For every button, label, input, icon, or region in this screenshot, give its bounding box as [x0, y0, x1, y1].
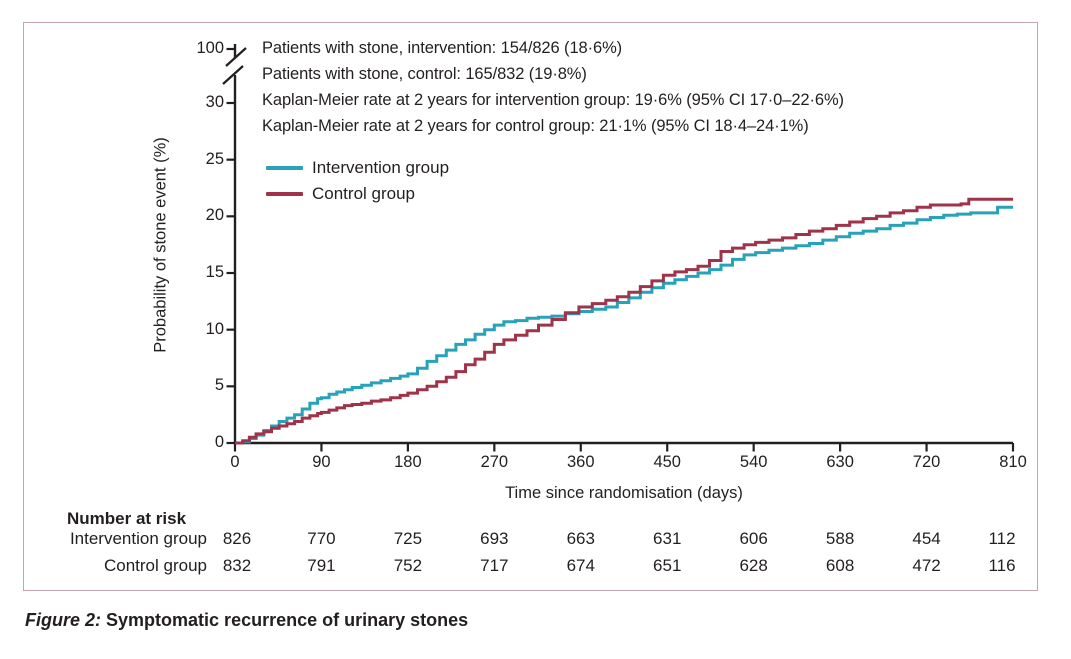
risk-value: 606	[739, 529, 768, 548]
risk-value: 663	[566, 529, 595, 548]
legend-swatch-intervention	[266, 166, 303, 170]
risk-value: 116	[988, 556, 1016, 575]
annotation-line: Kaplan-Meier rate at 2 years for interve…	[262, 91, 844, 109]
caption-figure-number: Figure 2:	[25, 610, 102, 630]
legend-swatch-control	[266, 191, 303, 196]
risk-row-label: Control group	[103, 556, 207, 575]
caption-title: Symptomatic recurrence of urinary stones	[106, 610, 469, 630]
x-axis-title: Time since randomisation (days)	[505, 484, 743, 502]
risk-value: 725	[393, 529, 423, 548]
x-tick-label: 450	[653, 453, 681, 471]
y-tick-label: 25	[205, 149, 224, 168]
legend-label-intervention: Intervention group	[312, 158, 450, 177]
number-at-risk-heading: Number at risk	[67, 509, 187, 528]
y-tick-label: 0	[214, 433, 224, 451]
y-tick-label: 5	[214, 376, 224, 395]
risk-value: 717	[480, 556, 509, 575]
x-tick-label: 630	[826, 453, 854, 471]
y-tick-label: 20	[205, 206, 224, 225]
figure-caption: Figure 2: Symptomatic recurrence of urin…	[25, 610, 468, 631]
risk-value: 112	[988, 529, 1016, 548]
x-tick-label: 90	[312, 453, 331, 471]
risk-value: 631	[653, 529, 682, 548]
risk-value: 674	[566, 556, 595, 575]
y-tick-label: 15	[205, 263, 224, 281]
y-axis-title: Probability of stone event (%)	[151, 137, 170, 353]
axis-break-slash	[222, 65, 244, 85]
risk-value: 608	[825, 556, 855, 575]
risk-value: 628	[739, 556, 768, 575]
risk-value: 832	[222, 556, 252, 575]
x-tick-label: 0	[230, 453, 240, 471]
risk-row-label: Intervention group	[69, 529, 207, 548]
risk-value: 770	[307, 529, 336, 548]
y-tick-label: 10	[205, 319, 224, 338]
risk-value: 454	[912, 529, 941, 548]
y-tick-label: 30	[205, 93, 224, 111]
risk-value: 791	[307, 556, 336, 575]
x-tick-label: 180	[394, 453, 422, 471]
y-tick-label-break-upper: 100	[196, 39, 224, 57]
km-curve-intervention	[235, 205, 1013, 445]
annotation-line: Patients with stone, intervention: 154/8…	[262, 39, 623, 57]
x-tick-label: 360	[567, 453, 595, 471]
risk-value: 472	[912, 556, 941, 575]
risk-value: 752	[393, 556, 423, 575]
legend-label-control: Control group	[312, 183, 416, 203]
x-tick-label: 540	[739, 453, 768, 471]
annotation-line: Patients with stone, control: 165/832 (1…	[262, 65, 587, 83]
risk-value: 693	[480, 529, 509, 548]
km-curve-control	[235, 197, 1013, 445]
axis-break-slash	[225, 47, 247, 67]
risk-value: 588	[825, 529, 855, 548]
x-tick-label: 270	[480, 453, 509, 471]
annotation-line: Kaplan-Meier rate at 2 years for control…	[262, 117, 809, 135]
x-tick-label: 720	[912, 453, 941, 471]
risk-value: 651	[653, 556, 682, 575]
x-tick-label: 810	[999, 453, 1027, 471]
risk-value: 826	[222, 529, 252, 548]
